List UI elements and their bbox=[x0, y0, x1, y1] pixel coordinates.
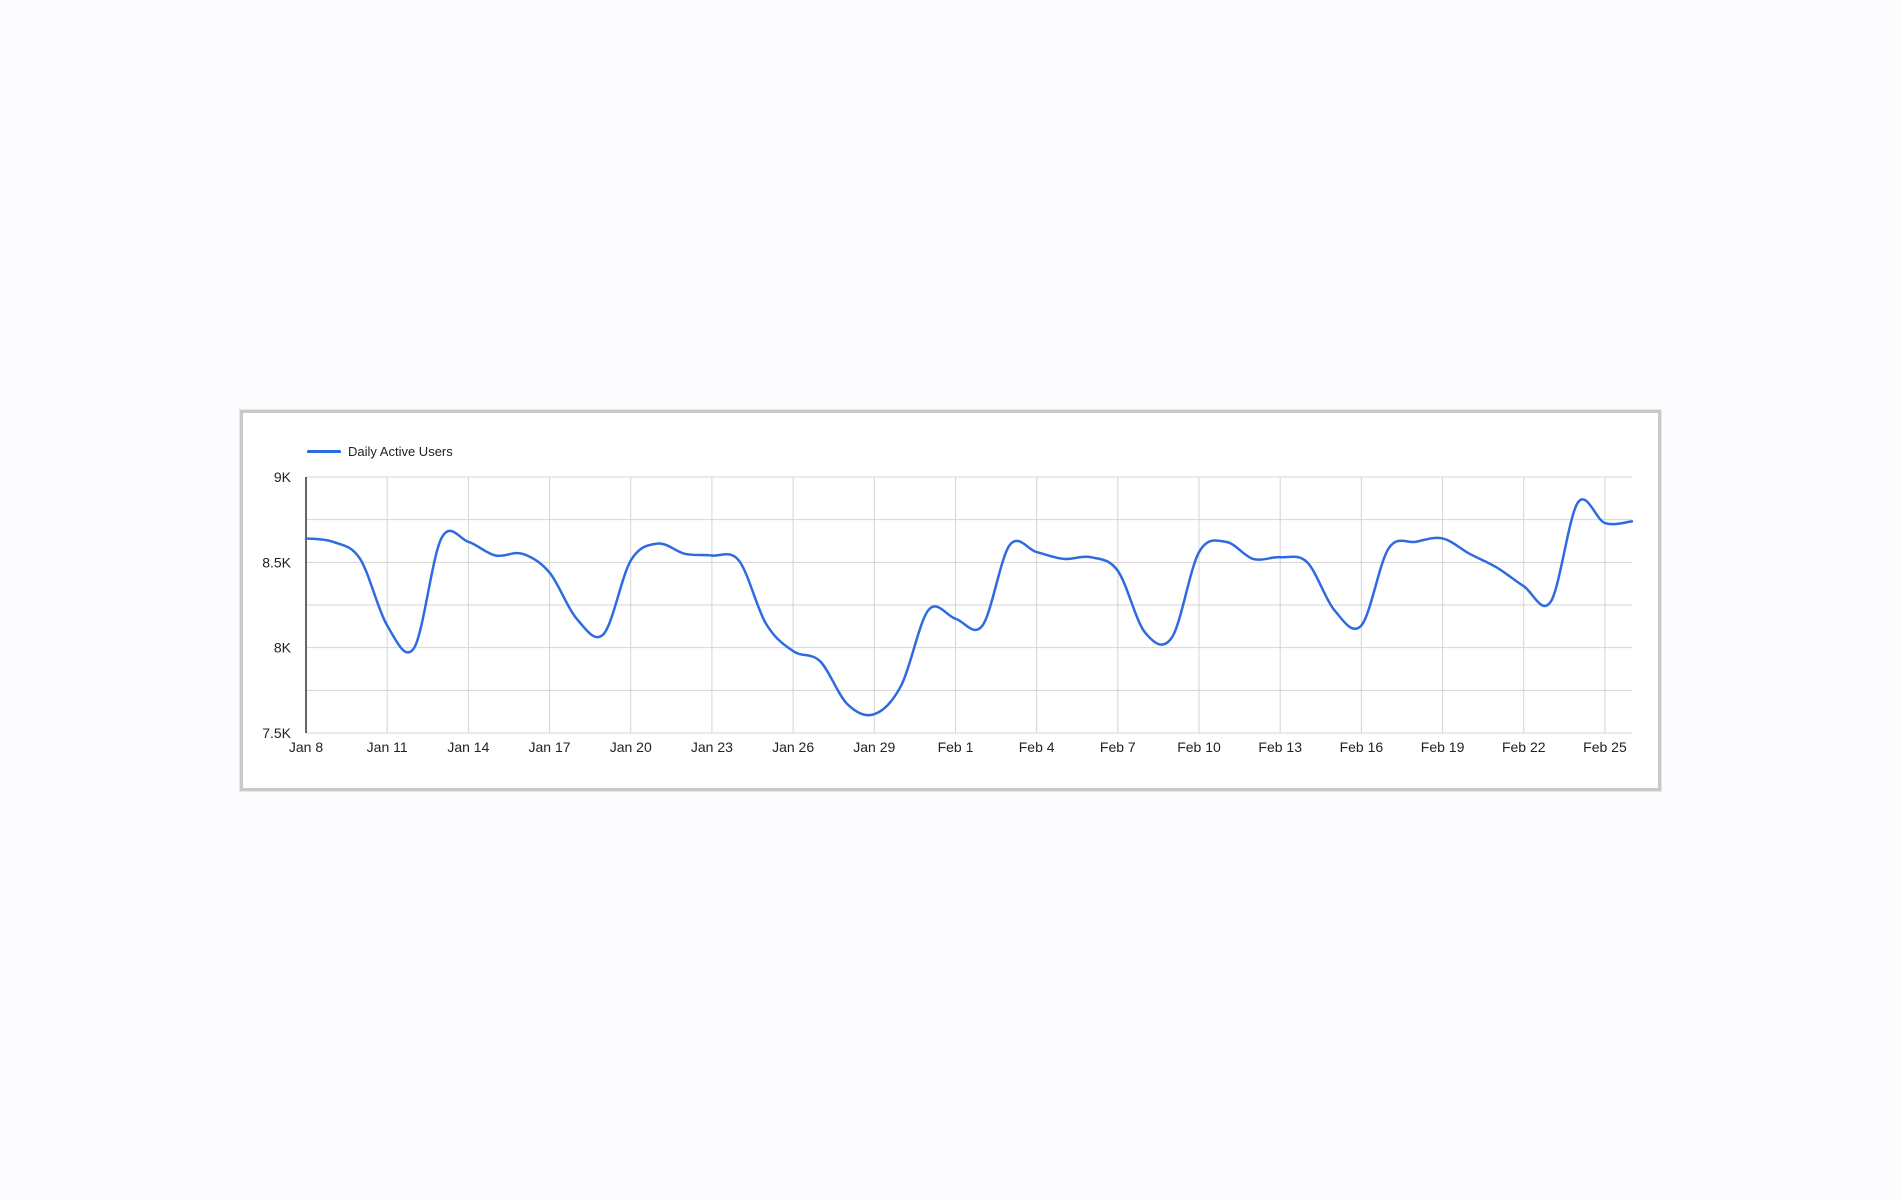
x-tick-label: Jan 14 bbox=[447, 739, 489, 755]
chart-container: Daily Active Users 7.5K 8K 8.5K 9K Jan 8 Jan… bbox=[239, 409, 1662, 792]
x-tick-label: Feb 7 bbox=[1100, 739, 1136, 755]
x-tick-label: Jan 11 bbox=[367, 739, 408, 755]
x-tick-label: Feb 13 bbox=[1258, 739, 1302, 755]
x-axis: Jan 8 Jan 11 Jan 14 Jan 17 Jan 20 Jan 23 Jan 2… bbox=[289, 739, 1627, 755]
x-tick-label: Jan 26 bbox=[772, 739, 814, 755]
x-tick-label: Feb 4 bbox=[1019, 739, 1055, 755]
x-tick-label: Feb 22 bbox=[1502, 739, 1546, 755]
legend-swatch bbox=[307, 450, 341, 453]
x-tick-label: Feb 25 bbox=[1583, 739, 1627, 755]
chart-series bbox=[304, 498, 1634, 717]
x-tick-label: Feb 10 bbox=[1177, 739, 1221, 755]
y-tick-label: 8K bbox=[274, 640, 292, 656]
x-tick-label: Jan 17 bbox=[529, 739, 571, 755]
x-tick-label: Feb 19 bbox=[1421, 739, 1465, 755]
chart-legend: Daily Active Users bbox=[307, 444, 453, 459]
x-tick-label: Feb 1 bbox=[938, 739, 974, 755]
y-axis: 7.5K 8K 8.5K 9K bbox=[262, 469, 307, 741]
y-tick-label: 9K bbox=[274, 469, 292, 485]
x-tick-label: Jan 29 bbox=[853, 739, 895, 755]
y-tick-label: 7.5K bbox=[262, 725, 291, 741]
legend-label: Daily Active Users bbox=[348, 444, 453, 459]
x-tick-label: Jan 20 bbox=[610, 739, 652, 755]
x-tick-label: Feb 16 bbox=[1340, 739, 1384, 755]
y-tick-label: 8.5K bbox=[262, 554, 291, 570]
x-tick-label: Jan 8 bbox=[289, 739, 323, 755]
series-line-daily-active-users bbox=[304, 498, 1634, 717]
chart-grid bbox=[306, 476, 1632, 734]
x-tick-label: Jan 23 bbox=[691, 739, 733, 755]
